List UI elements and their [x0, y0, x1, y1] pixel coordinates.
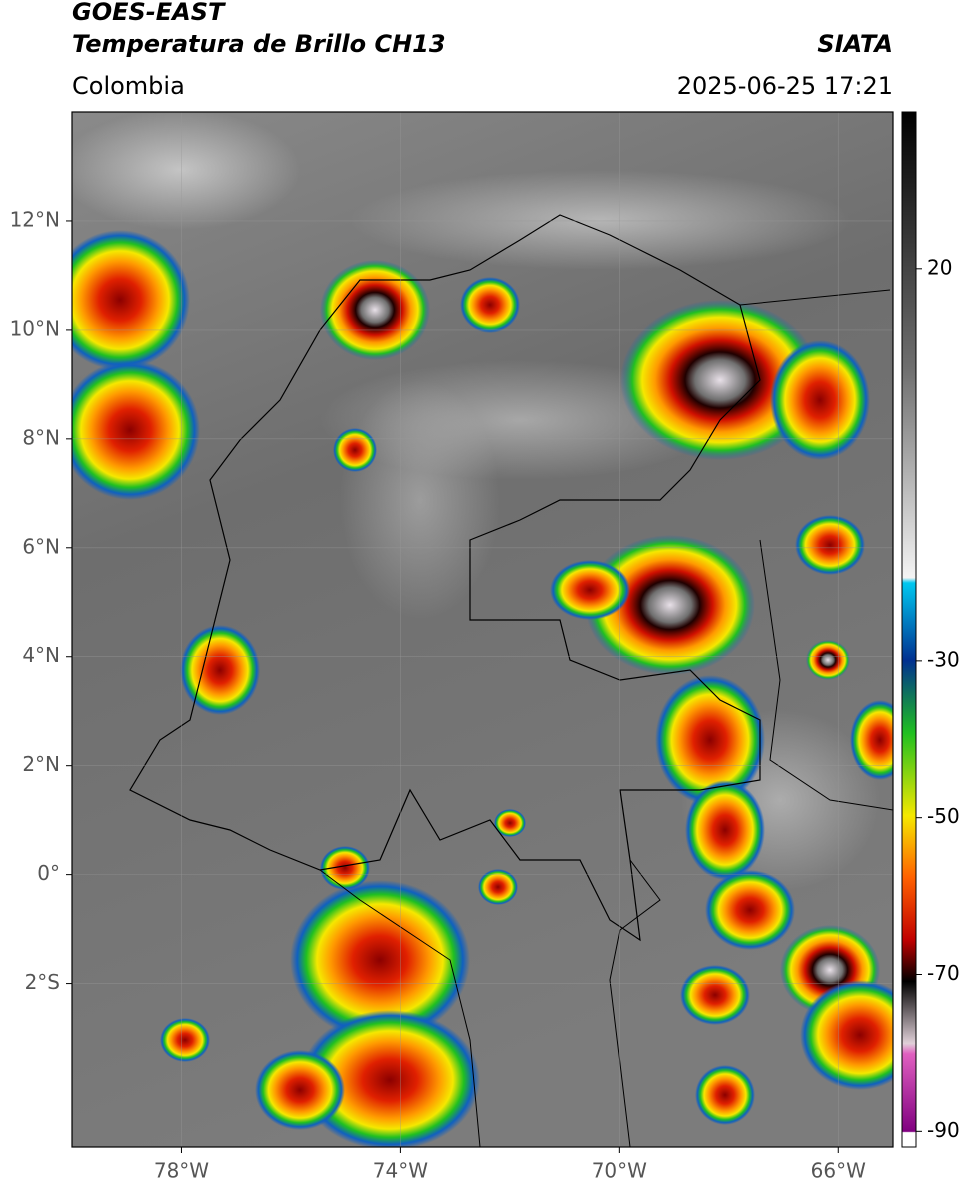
product-title: Temperatura de Brillo CH13	[72, 30, 446, 58]
colorbar-tick-label: -50	[927, 804, 960, 828]
colorbar-tick-label: -90	[927, 1118, 960, 1142]
datetime: 2025-06-25 17:21	[677, 72, 893, 100]
region: Colombia	[72, 72, 185, 100]
colorbar	[901, 111, 917, 1148]
y-tick-label: 2°S	[25, 970, 60, 994]
map-frame	[71, 111, 894, 1148]
y-tick-label: 0°	[37, 861, 60, 885]
grid	[72, 112, 893, 1147]
source: SIATA	[817, 30, 893, 58]
y-tick-label: 12°N	[10, 207, 60, 231]
colorbar-tick-label: 20	[927, 255, 952, 279]
y-tick-label: 4°N	[22, 643, 60, 667]
y-tick-label: 2°N	[22, 752, 60, 776]
y-tick-label: 6°N	[22, 534, 60, 558]
satellite-image	[72, 112, 893, 1147]
y-tick-label: 8°N	[22, 425, 60, 449]
x-tick-label: 74°W	[373, 1159, 428, 1183]
colorbar-tick-label: -70	[927, 961, 960, 985]
x-tick-label: 66°W	[811, 1159, 866, 1183]
x-tick-label: 70°W	[592, 1159, 647, 1183]
colorbar-tick-label: -30	[927, 647, 960, 671]
satellite-name: GOES-EAST	[72, 0, 226, 26]
y-tick-label: 10°N	[10, 316, 60, 340]
x-tick-label: 78°W	[154, 1159, 209, 1183]
